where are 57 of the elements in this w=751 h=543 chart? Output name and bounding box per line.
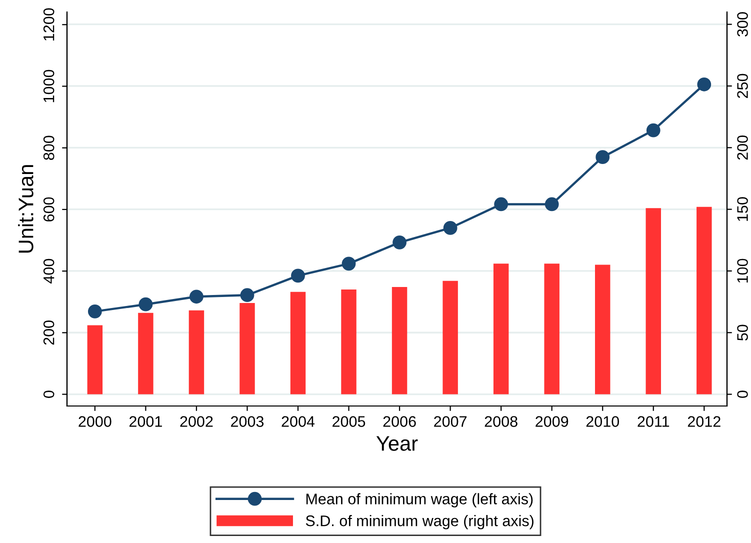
y-axis-title: Unit:Yuan (18, 165, 34, 253)
point (88, 304, 102, 318)
point (342, 256, 356, 271)
y2-tick-label: 250 (737, 74, 748, 98)
point (138, 297, 153, 312)
bar (138, 312, 154, 394)
point (697, 77, 712, 92)
y-tick-label: 0 (43, 390, 54, 398)
bar (87, 325, 103, 394)
legend-label: Mean of minimum wage (left axis) (306, 493, 533, 508)
x-axis-title: Year (376, 436, 418, 451)
x-tick-label: 2010 (586, 416, 620, 427)
x-tick-label: 2011 (638, 416, 670, 427)
point (240, 288, 254, 302)
x-tick-label: 2009 (536, 416, 568, 427)
x-tick-label: 2005 (332, 416, 366, 427)
y2-tick-label: 300 (737, 12, 748, 36)
bar (392, 287, 408, 394)
point (392, 235, 406, 250)
y2-tick-label: 200 (737, 136, 748, 160)
bar (240, 303, 255, 394)
point (291, 268, 305, 283)
bar (442, 280, 458, 394)
bar (646, 208, 661, 394)
point (190, 290, 204, 304)
y-tick-label: 600 (43, 197, 54, 222)
bar (341, 289, 356, 394)
bar (544, 264, 560, 394)
x-tick-label: 2001 (129, 416, 162, 427)
bar (188, 310, 204, 394)
y-tick-label: 1200 (43, 8, 54, 40)
x-tick-label: 2006 (383, 416, 416, 427)
x-tick-label: 2003 (231, 416, 264, 427)
x-tick-label: 2004 (282, 416, 315, 427)
y2-tick-label: 100 (737, 258, 748, 283)
y-tick-label: 400 (43, 258, 54, 284)
y-tick-label: 200 (43, 320, 54, 345)
point (596, 150, 610, 164)
y-tick-label: 800 (43, 136, 54, 160)
x-tick-label: 2012 (688, 416, 720, 427)
x-tick-label: 2008 (484, 416, 518, 427)
bar (290, 292, 306, 394)
bar (493, 264, 509, 394)
x-tick-label: 2000 (78, 416, 112, 427)
legend-label: S.D. of minimum wage (right axis) (306, 515, 534, 530)
point (443, 221, 458, 235)
point (544, 197, 559, 212)
y2-tick-label: 0 (737, 390, 748, 398)
y2-tick-label: 50 (737, 324, 748, 341)
point (494, 197, 508, 212)
bar (696, 206, 712, 394)
y2-tick-label: 150 (737, 197, 748, 221)
x-tick-label: 2002 (180, 416, 213, 427)
y-tick-label: 1000 (43, 70, 54, 102)
bar (595, 264, 610, 394)
point (646, 123, 660, 138)
x-tick-label: 2007 (434, 416, 467, 427)
